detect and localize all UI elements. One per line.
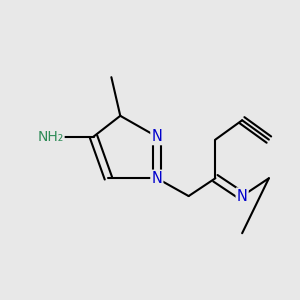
Text: N: N xyxy=(237,189,248,204)
Text: N: N xyxy=(152,129,162,144)
Text: N: N xyxy=(152,171,162,186)
Text: NH₂: NH₂ xyxy=(37,130,64,144)
